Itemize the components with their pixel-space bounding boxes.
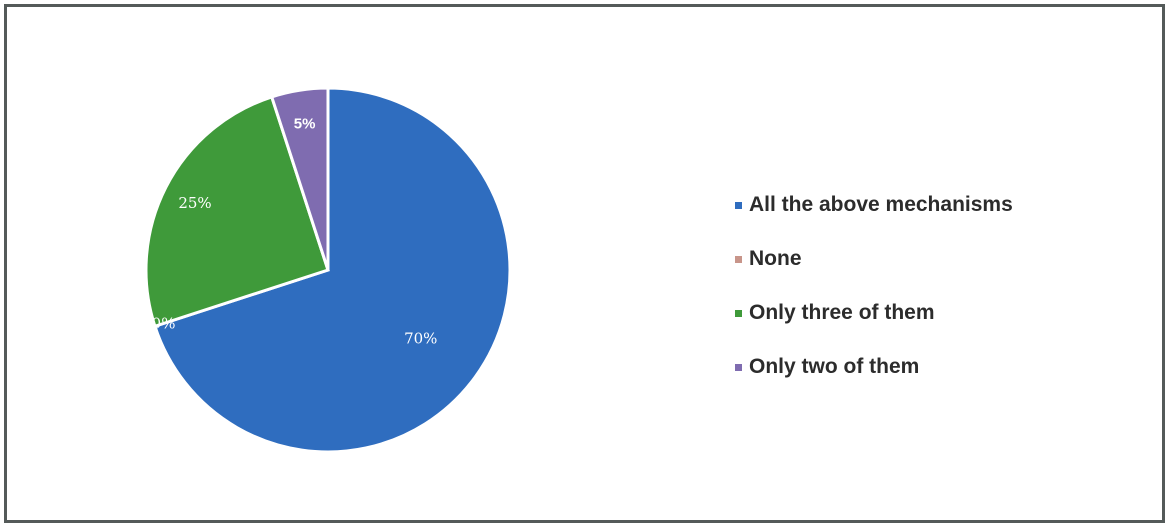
legend-swatch <box>735 309 742 317</box>
chart-frame: 70% 0% 25% 5% All the above mechanisms None… <box>4 4 1165 523</box>
data-label-none: 0% <box>152 314 176 332</box>
slice-all-mechanisms <box>153 86 512 454</box>
data-label-only-two: 5% <box>294 116 316 133</box>
legend-item-all-mechanisms: All the above mechanisms <box>735 191 1013 219</box>
legend-swatch <box>735 201 742 209</box>
data-label-only-three: 25% <box>178 194 211 212</box>
data-label-all-mechanisms: 70% <box>404 329 437 347</box>
legend-label: Only three of them <box>749 301 935 324</box>
pie-chart: 70% 0% 25% 5% <box>144 86 512 454</box>
slice-only-two <box>269 86 330 271</box>
legend-item-none: None <box>735 245 1013 273</box>
legend-swatch <box>735 363 742 371</box>
legend-item-only-two: Only two of them <box>735 353 1013 381</box>
legend-item-only-three: Only three of them <box>735 299 1013 327</box>
slice-only-three <box>144 95 330 329</box>
legend-swatch <box>735 255 742 263</box>
legend-label: Only two of them <box>749 355 920 378</box>
legend: All the above mechanisms None Only three… <box>735 191 1013 407</box>
legend-label: All the above mechanisms <box>749 193 1013 216</box>
legend-label: None <box>749 247 802 270</box>
